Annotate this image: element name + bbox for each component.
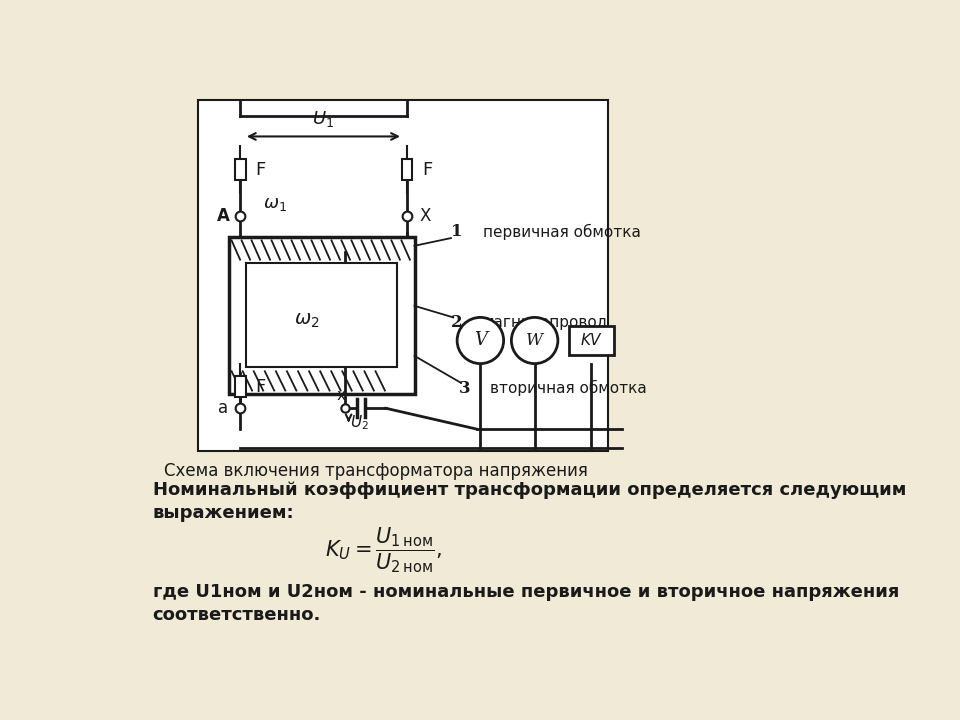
Text: x: x	[336, 388, 346, 403]
Text: A: A	[217, 207, 229, 225]
Text: 3: 3	[459, 379, 470, 397]
Bar	[402, 159, 412, 180]
Text: F: F	[422, 161, 433, 179]
Text: V: V	[474, 331, 487, 349]
Text: F: F	[255, 161, 266, 179]
Text: $U_1$: $U_1$	[312, 109, 334, 129]
Text: $\omega_2$: $\omega_2$	[294, 312, 319, 330]
Text: 2: 2	[451, 315, 463, 331]
Text: KV: KV	[581, 333, 601, 348]
Text: X: X	[420, 207, 430, 225]
Text: соответственно.: соответственно.	[153, 606, 321, 624]
Text: Схема включения трансформатора напряжения: Схема включения трансформатора напряжени…	[164, 462, 588, 480]
Bar	[235, 376, 246, 397]
Bar	[235, 159, 246, 180]
Bar	[198, 100, 609, 451]
Text: вторичная обмотка: вторичная обмотка	[491, 380, 647, 396]
Text: $U_2$: $U_2$	[350, 413, 369, 432]
Bar	[246, 264, 397, 367]
Bar	[568, 326, 613, 355]
Text: первичная обмотка: первичная обмотка	[483, 224, 640, 240]
Text: W: W	[526, 332, 543, 349]
Circle shape	[512, 318, 558, 364]
Text: $\omega_1$: $\omega_1$	[263, 195, 287, 213]
Text: F: F	[255, 378, 266, 396]
Text: a: a	[218, 400, 228, 418]
Text: 1: 1	[451, 223, 463, 240]
Text: Номинальный коэффициент трансформации определяется следующим: Номинальный коэффициент трансформации оп…	[153, 481, 906, 499]
Circle shape	[457, 318, 504, 364]
Text: $K_U = \dfrac{U_{1\,\text{ном}}}{U_{2\,\text{ном}}},$: $K_U = \dfrac{U_{1\,\text{ном}}}{U_{2\,\…	[325, 526, 442, 575]
Text: где U1ном и U2ном - номинальные первичное и вторичное напряжения: где U1ном и U2ном - номинальные первично…	[153, 583, 899, 601]
Text: выражением:: выражением:	[153, 504, 294, 522]
Text: магнитопровод: магнитопровод	[483, 315, 608, 330]
Bar	[228, 237, 415, 395]
